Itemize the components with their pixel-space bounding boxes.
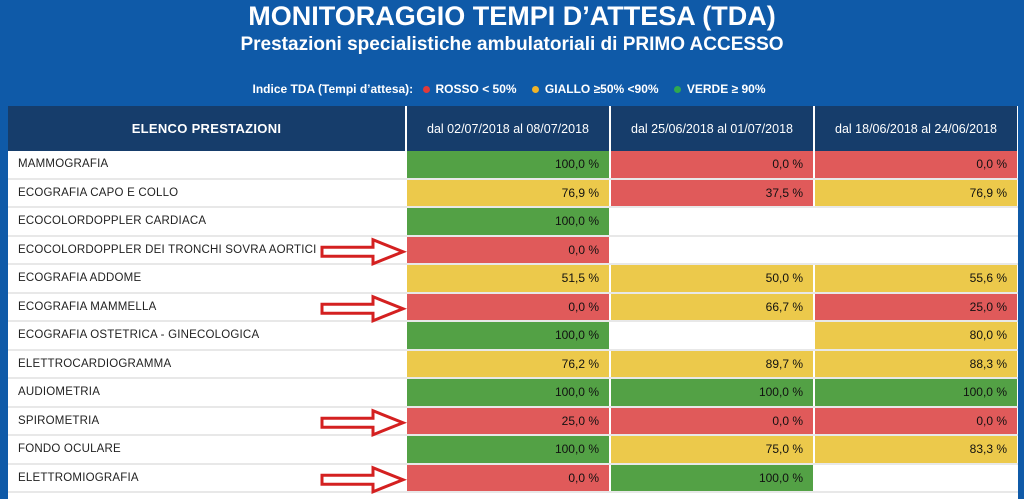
tda-value-cell: 0,0 % [814, 151, 1018, 180]
tda-value-cell: 89,7 % [610, 349, 815, 379]
header-period-1: dal 02/07/2018 al 08/07/2018 [406, 106, 611, 151]
tda-value-cell: 50,0 % [610, 264, 815, 294]
tda-value-cell: 100,0 % [610, 378, 815, 408]
tda-value-cell: 55,6 % [814, 264, 1018, 294]
tda-value-cell: 100,0 % [406, 435, 611, 465]
tda-value-cell [814, 235, 1018, 265]
service-name: ELETTROCARDIOGRAMMA [8, 349, 407, 379]
table-row: ELETTROMIOGRAFIA 0,0 % 100,0 % [8, 463, 1018, 493]
service-name: ECOCOLORDOPPLER CARDIACA [8, 207, 407, 237]
yellow-dot-icon [531, 85, 539, 93]
service-name: ECOGRAFIA OSTETRICA - GINECOLOGICA [8, 321, 407, 351]
tda-value-cell: 76,9 % [814, 178, 1018, 208]
tda-value-cell: 100,0 % [406, 378, 611, 408]
service-name: ECOGRAFIA CAPO E COLLO [8, 178, 407, 208]
table-row: FONDO OCULARE 100,0 % 75,0 % 83,3 % [8, 435, 1018, 465]
tda-value-cell: 100,0 % [406, 321, 611, 351]
table-row: ECOGRAFIA ADDOME 51,5 % 50,0 % 55,6 % [8, 264, 1018, 294]
legend-prefix: Indice TDA (Tempi d’attesa): [252, 82, 414, 96]
tda-value-cell: 51,5 % [406, 264, 611, 294]
service-name: ECOGRAFIA ADDOME [8, 264, 407, 294]
tda-value-cell [610, 207, 815, 237]
service-name: SPIROMETRIA [8, 406, 407, 436]
tda-value-cell: 25,0 % [814, 292, 1018, 322]
service-name: ELETTROMIOGRAFIA [8, 463, 407, 493]
table-header-row: ELENCO PRESTAZIONI dal 02/07/2018 al 08/… [8, 106, 1018, 151]
red-dot-icon [422, 85, 430, 93]
tda-value-cell: 100,0 % [406, 151, 611, 180]
tda-value-cell: 83,3 % [814, 435, 1018, 465]
tda-value-cell: 25,0 % [406, 406, 611, 436]
tda-value-cell: 80,0 % [814, 321, 1018, 351]
service-name: ECOCOLORDOPPLER DEI TRONCHI SOVRA AORTIC… [8, 235, 407, 265]
table-body: MAMMOGRAFIA 100,0 % 0,0 % 0,0 % ECOGRAFIA CA… [8, 151, 1018, 493]
tda-value-cell: 37,5 % [610, 178, 815, 208]
tda-value-cell: 0,0 % [406, 463, 611, 493]
tda-value-cell: 100,0 % [610, 463, 815, 493]
tda-value-cell: 100,0 % [814, 378, 1018, 408]
legend-yellow: GIALLO ≥50% <90% [544, 82, 659, 96]
service-name: ECOGRAFIA MAMMELLA [8, 292, 407, 322]
service-name: FONDO OCULARE [8, 435, 407, 465]
table-row: ECOCOLORDOPPLER CARDIACA 100,0 % [8, 207, 1018, 237]
tda-value-cell: 0,0 % [406, 235, 611, 265]
service-name: AUDIOMETRIA [8, 378, 407, 408]
tda-value-cell: 0,0 % [610, 406, 815, 436]
tda-value-cell: 0,0 % [814, 406, 1018, 436]
page-title: MONITORAGGIO TEMPI D’ATTESA (TDA) [248, 1, 776, 31]
tda-value-cell: 88,3 % [814, 349, 1018, 379]
legend: Indice TDA (Tempi d’attesa): ROSSO < 50%… [0, 81, 1024, 97]
tda-value-cell [814, 463, 1018, 493]
header-services: ELENCO PRESTAZIONI [8, 106, 407, 151]
table-row: ECOGRAFIA CAPO E COLLO 76,9 % 37,5 % 76,9 % [8, 178, 1018, 208]
tda-value-cell: 66,7 % [610, 292, 815, 322]
table-row: SPIROMETRIA 25,0 % 0,0 % 0,0 % [8, 406, 1018, 436]
table-row: MAMMOGRAFIA 100,0 % 0,0 % 0,0 % [8, 151, 1018, 180]
green-dot-icon [673, 85, 681, 93]
table-row: ECOGRAFIA OSTETRICA - GINECOLOGICA 100,0 … [8, 321, 1018, 351]
tda-value-cell: 100,0 % [406, 207, 611, 237]
tda-value-cell: 76,9 % [406, 178, 611, 208]
tda-value-cell [814, 207, 1018, 237]
tda-value-cell [610, 321, 815, 351]
header-period-2: dal 25/06/2018 al 01/07/2018 [610, 106, 815, 151]
header-period-3: dal 18/06/2018 al 24/06/2018 [814, 106, 1018, 151]
table-row: ECOGRAFIA MAMMELLA 0,0 % 66,7 % 25,0 % [8, 292, 1018, 322]
table-row: ECOCOLORDOPPLER DEI TRONCHI SOVRA AORTIC… [8, 235, 1018, 265]
tda-value-cell: 0,0 % [406, 292, 611, 322]
tda-value-cell: 75,0 % [610, 435, 815, 465]
table-row: ELETTROCARDIOGRAMMA 76,2 % 89,7 % 88,3 % [8, 349, 1018, 379]
legend-green: VERDE ≥ 90% [686, 82, 766, 96]
waiting-times-table: ELENCO PRESTAZIONI dal 02/07/2018 al 08/… [8, 106, 1018, 499]
page-subtitle: Prestazioni specialistiche ambulatoriali… [240, 34, 784, 55]
tda-value-cell: 0,0 % [610, 151, 815, 180]
legend-red: ROSSO < 50% [435, 82, 517, 96]
service-name: MAMMOGRAFIA [8, 151, 407, 180]
tda-value-cell: 76,2 % [406, 349, 611, 379]
table-row: AUDIOMETRIA 100,0 % 100,0 % 100,0 % [8, 378, 1018, 408]
tda-value-cell [610, 235, 815, 265]
